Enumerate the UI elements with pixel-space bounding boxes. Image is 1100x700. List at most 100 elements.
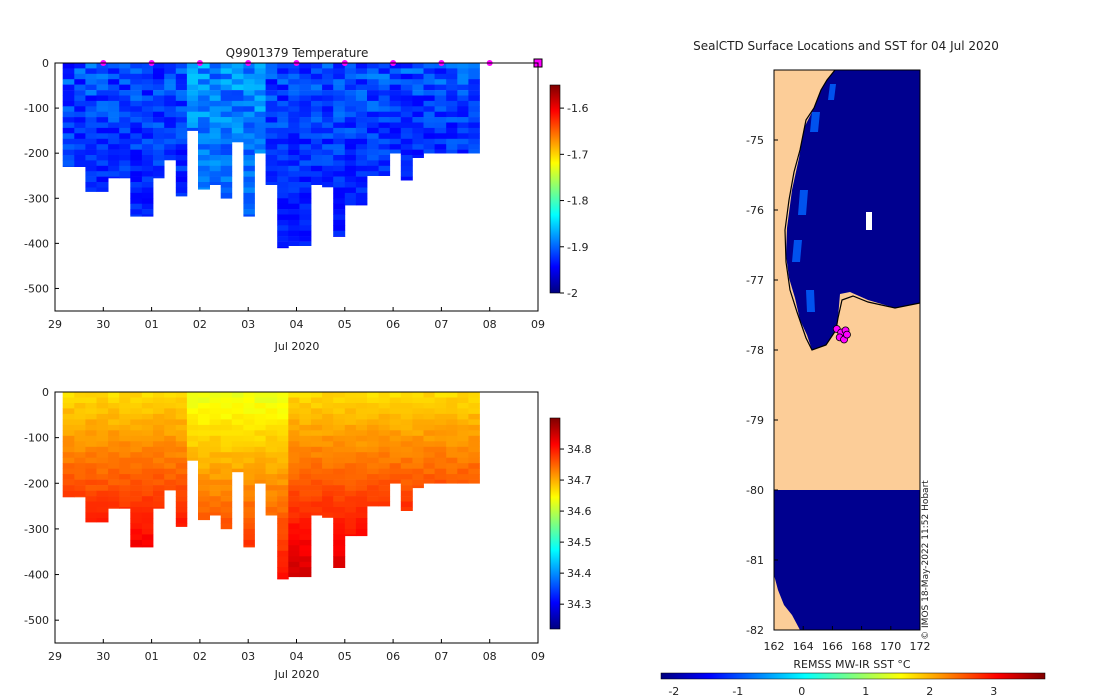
section-cell bbox=[265, 424, 278, 431]
section-cell bbox=[423, 106, 435, 112]
section-cell bbox=[130, 117, 143, 123]
section-cell bbox=[355, 435, 368, 442]
section-cell bbox=[311, 144, 323, 150]
temperature-cells bbox=[62, 63, 480, 249]
section-cell bbox=[164, 68, 177, 75]
section-cell bbox=[446, 397, 458, 404]
section-cell bbox=[254, 397, 266, 404]
section-cell bbox=[220, 474, 233, 480]
section-cell bbox=[378, 63, 391, 69]
section-cell bbox=[299, 550, 312, 557]
section-cell bbox=[175, 490, 188, 497]
section-cell bbox=[96, 403, 109, 409]
section-cell bbox=[164, 468, 177, 475]
section-cell bbox=[141, 545, 154, 548]
section-cell bbox=[468, 441, 480, 448]
section-cell bbox=[434, 111, 447, 118]
section-cell bbox=[130, 144, 143, 150]
section-cell bbox=[423, 413, 435, 420]
section-cell bbox=[254, 133, 266, 139]
section-cell bbox=[220, 468, 233, 475]
section-cell bbox=[400, 68, 413, 75]
sst-colorbar-tick-label: -1 bbox=[732, 685, 743, 698]
section-cell bbox=[186, 100, 199, 107]
section-cell bbox=[186, 446, 199, 453]
section-cell bbox=[333, 441, 346, 448]
x-tick-label: 29 bbox=[48, 318, 62, 331]
section-cell bbox=[468, 397, 480, 404]
section-cell bbox=[423, 111, 435, 118]
section-cell bbox=[311, 117, 323, 123]
section-cell bbox=[209, 84, 222, 91]
section-cell bbox=[322, 165, 334, 172]
section-cell bbox=[277, 68, 289, 75]
section-cell bbox=[277, 463, 289, 469]
section-cell bbox=[446, 479, 458, 484]
section-cell bbox=[468, 435, 480, 442]
section-cell bbox=[288, 507, 300, 513]
section-cell bbox=[412, 452, 424, 458]
section-cell bbox=[62, 127, 75, 134]
section-cell bbox=[423, 430, 435, 437]
section-cell bbox=[288, 171, 300, 177]
section-cell bbox=[400, 397, 413, 404]
section-cell bbox=[277, 127, 289, 134]
section-cell bbox=[119, 468, 131, 475]
section-cell bbox=[299, 144, 312, 150]
y-tick-label: -500 bbox=[24, 282, 49, 295]
section-cell bbox=[434, 84, 447, 91]
section-cell bbox=[209, 90, 222, 96]
section-cell bbox=[265, 479, 278, 486]
section-cell bbox=[108, 496, 120, 502]
section-cell bbox=[423, 424, 435, 431]
map-y-tick-label: -77 bbox=[746, 274, 764, 287]
section-cell bbox=[231, 79, 244, 85]
section-cell bbox=[412, 100, 424, 107]
section-cell bbox=[108, 457, 120, 464]
section-cell bbox=[457, 435, 469, 442]
section-cell bbox=[85, 403, 97, 409]
section-cell bbox=[400, 446, 413, 453]
section-cell bbox=[322, 468, 334, 475]
section-cell bbox=[311, 512, 323, 516]
section-cell bbox=[322, 90, 334, 96]
section-cell bbox=[209, 182, 222, 185]
map-y-tick-label: -78 bbox=[746, 344, 764, 357]
section-cell bbox=[74, 419, 86, 426]
section-cell bbox=[220, 479, 233, 486]
section-cell bbox=[288, 474, 300, 480]
section-cell bbox=[265, 457, 278, 464]
section-cell bbox=[400, 149, 413, 156]
section-cell bbox=[153, 133, 165, 139]
section-cell bbox=[130, 192, 143, 199]
section-cell bbox=[299, 68, 312, 75]
section-cell bbox=[141, 155, 154, 161]
section-cell bbox=[311, 463, 323, 469]
section-cell bbox=[446, 424, 458, 431]
section-cell bbox=[198, 419, 210, 426]
section-cell bbox=[254, 474, 266, 480]
section-cell bbox=[164, 485, 177, 491]
section-cell bbox=[288, 117, 300, 123]
section-cell bbox=[220, 111, 233, 118]
section-cell bbox=[198, 452, 210, 458]
section-cell bbox=[355, 138, 368, 145]
section-cell bbox=[85, 457, 97, 464]
section-cell bbox=[265, 84, 278, 91]
section-cell bbox=[220, 133, 233, 139]
section-cell bbox=[198, 90, 210, 96]
section-cell bbox=[164, 413, 177, 420]
section-cell bbox=[220, 122, 233, 129]
section-cell bbox=[322, 73, 334, 80]
section-cell bbox=[85, 90, 97, 96]
section-cell bbox=[231, 457, 244, 464]
section-cell bbox=[355, 496, 368, 502]
section-cell bbox=[468, 149, 480, 154]
section-cell bbox=[265, 474, 278, 480]
section-cell bbox=[412, 127, 424, 134]
section-cell bbox=[108, 430, 120, 437]
section-cell bbox=[108, 127, 120, 134]
section-cell bbox=[333, 160, 346, 167]
section-cell bbox=[277, 117, 289, 123]
section-cell bbox=[85, 408, 97, 415]
